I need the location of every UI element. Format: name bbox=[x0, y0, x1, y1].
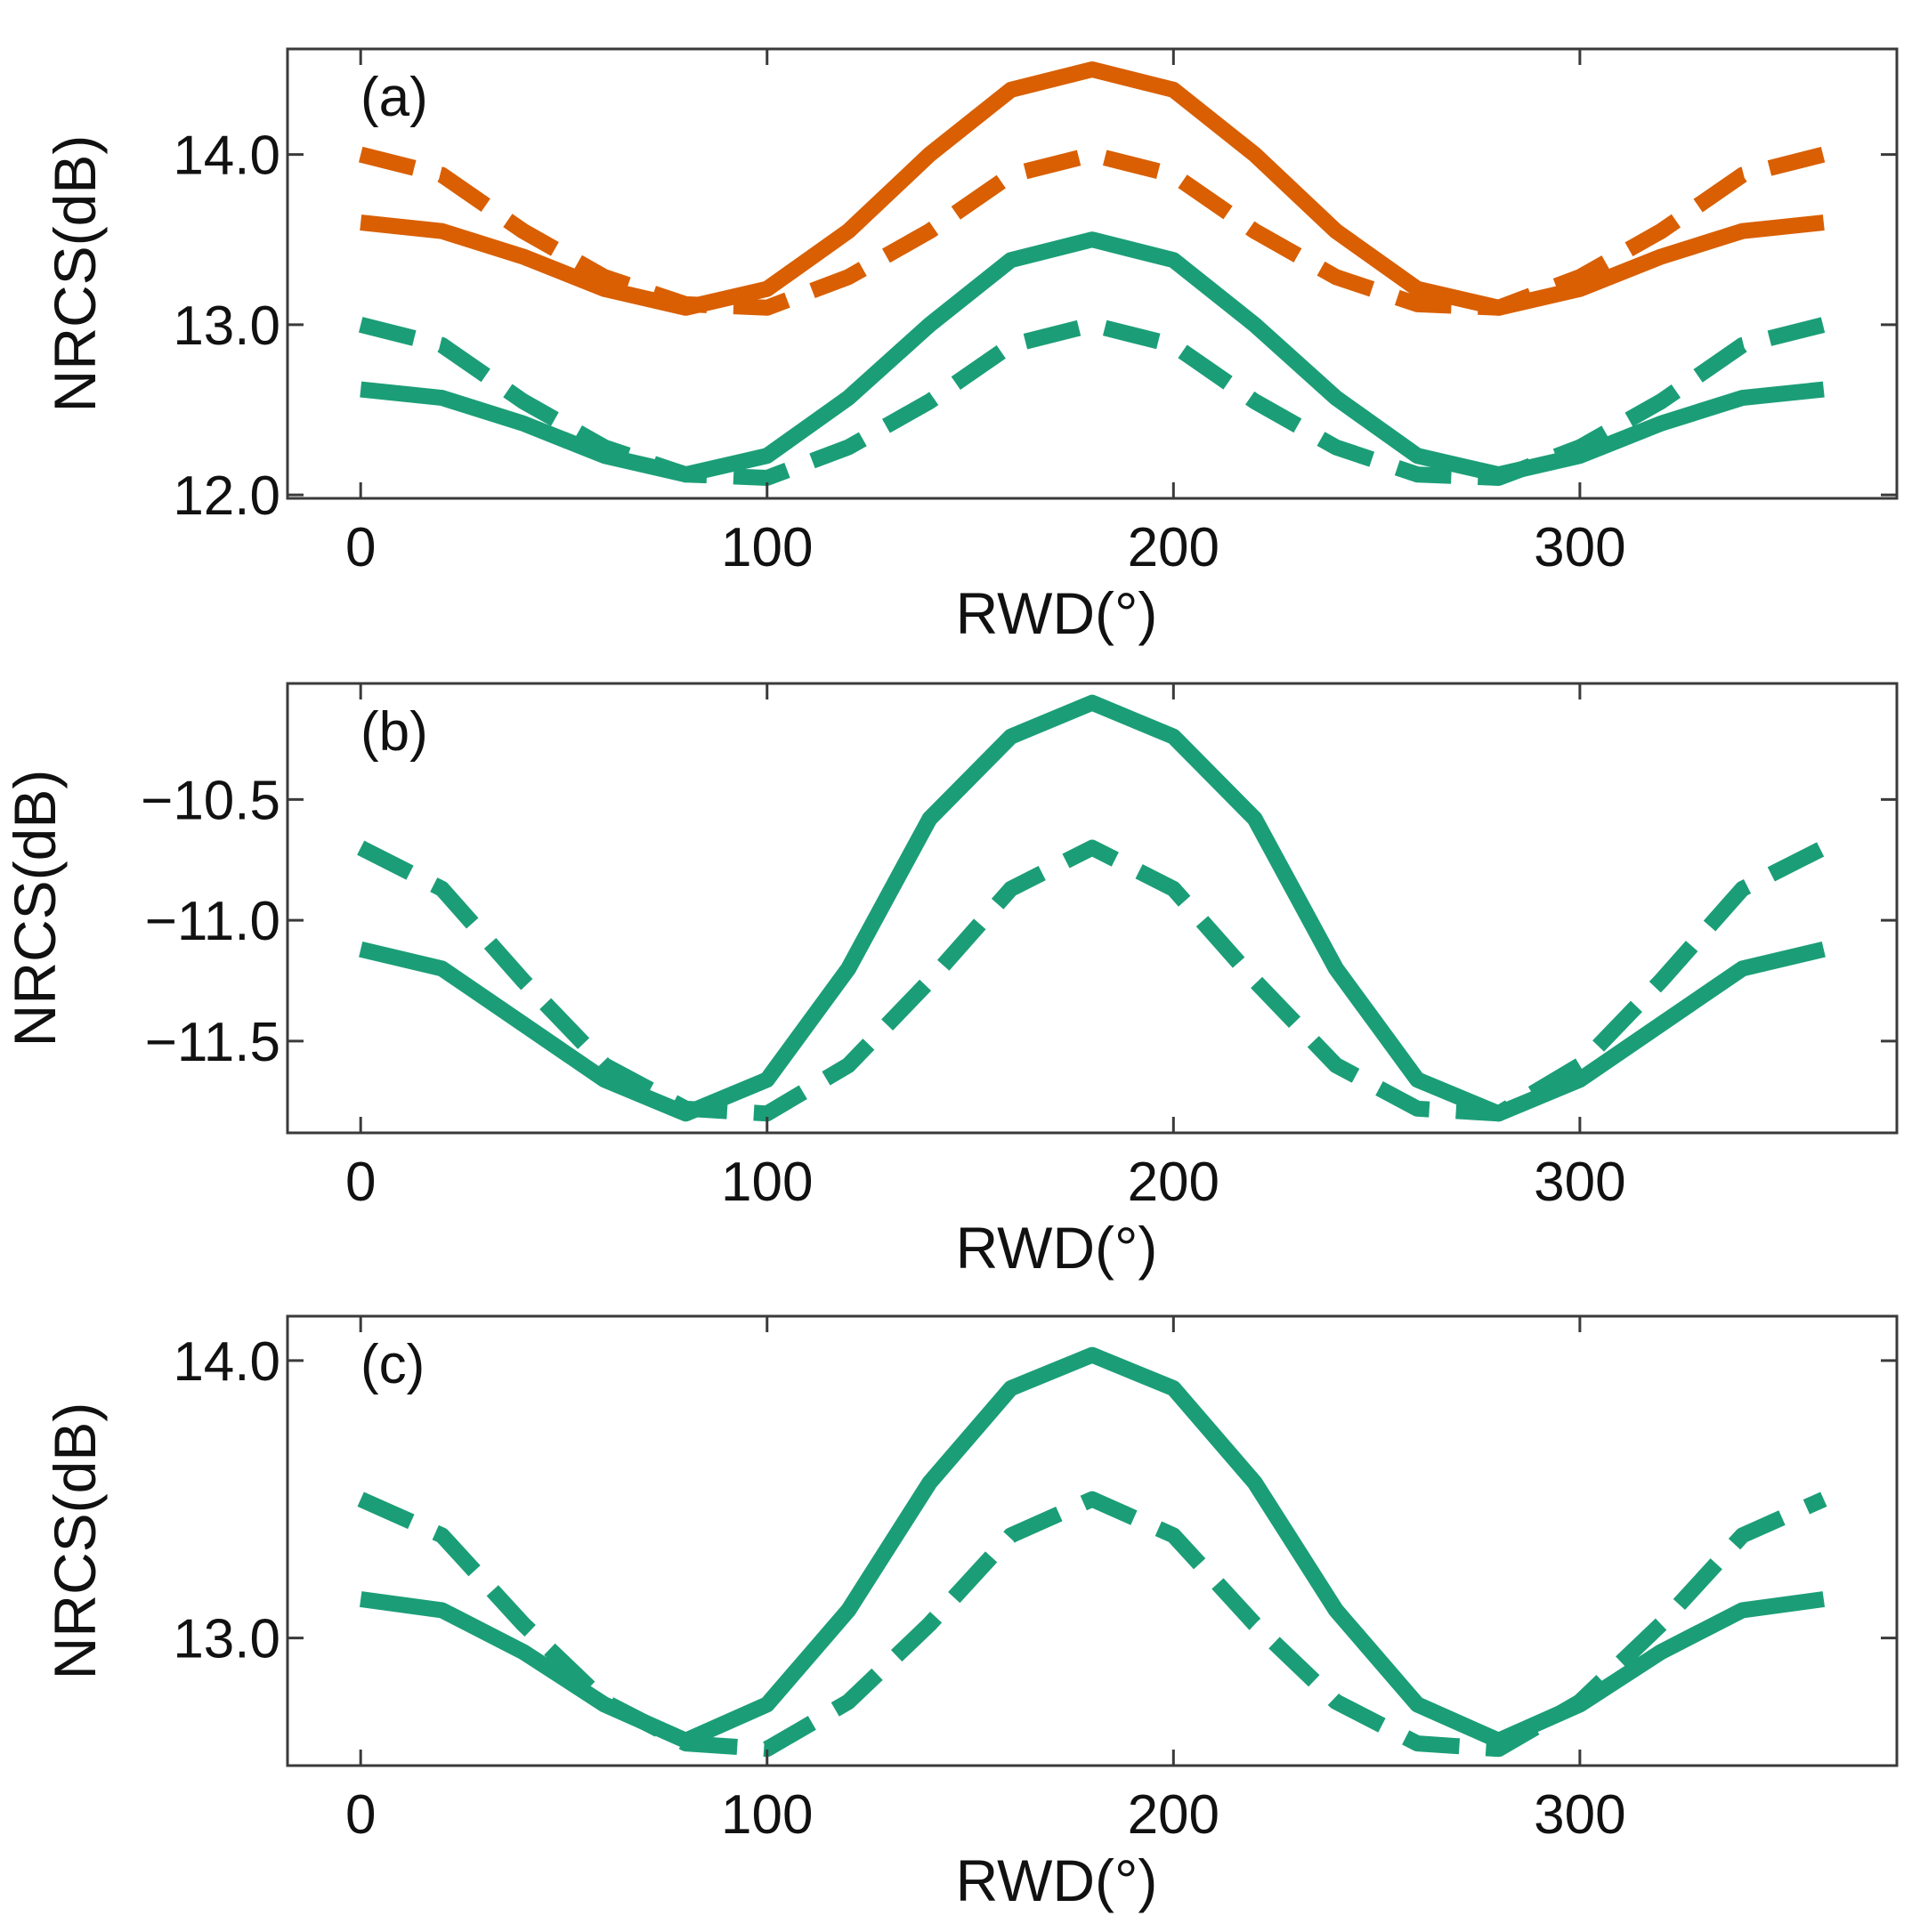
panel-b-xtick-label: 200 bbox=[1128, 1152, 1219, 1213]
panel-a-ytick-label: 13.0 bbox=[173, 295, 280, 357]
panel-a-series-orange-solid bbox=[360, 61, 1825, 316]
panel-b-label: (b) bbox=[361, 701, 428, 763]
panel-b-xtick-label: 300 bbox=[1534, 1152, 1625, 1213]
panel-c-label: (c) bbox=[361, 1334, 425, 1395]
panel-a-xtick-label: 100 bbox=[721, 517, 813, 578]
panel-c-ytick-label: 14.0 bbox=[173, 1331, 280, 1393]
panel-c-xtick-label: 200 bbox=[1128, 1784, 1219, 1846]
panel-a-plot-frame bbox=[286, 47, 1899, 500]
panel-a-ytick-label: 12.0 bbox=[173, 465, 280, 527]
panel-b-xtick-label: 100 bbox=[721, 1152, 813, 1213]
panel-b-x-axis-label: RWD(°) bbox=[956, 1215, 1158, 1281]
panel-b-ytick-label: −10.5 bbox=[141, 770, 280, 831]
panel-a-y-axis-label: NRCS(dB) bbox=[42, 135, 108, 413]
panel-c-x-axis-label: RWD(°) bbox=[956, 1847, 1158, 1913]
panel-a-xtick-label: 200 bbox=[1128, 517, 1219, 578]
panel-b-series-green-dashed bbox=[357, 839, 1827, 1122]
panel-b-plot-frame bbox=[286, 682, 1899, 1135]
panel-b-ytick-label: −11.5 bbox=[145, 1012, 280, 1073]
panel-a-series-green-dashed bbox=[359, 316, 1826, 486]
panel-c-y-axis-label: NRCS(dB) bbox=[42, 1403, 108, 1680]
panel-a-xtick-label: 300 bbox=[1534, 517, 1625, 578]
panel-c-xtick-label: 300 bbox=[1534, 1784, 1625, 1846]
panel-c-ytick-label: 13.0 bbox=[173, 1609, 280, 1670]
panel-a-label: (a) bbox=[361, 67, 428, 128]
panel-c-plot-frame bbox=[286, 1314, 1899, 1767]
panel-c-xtick-label: 100 bbox=[721, 1784, 813, 1846]
panel-b-ytick-label: −11.0 bbox=[145, 891, 280, 952]
panel-a-ytick-label: 14.0 bbox=[173, 125, 280, 187]
panel-c-xtick-label: 0 bbox=[345, 1784, 376, 1846]
panel-b-series-green-solid bbox=[359, 694, 1826, 1122]
panel-a-series-orange-dashed bbox=[359, 146, 1826, 316]
panel-a-xtick-label: 0 bbox=[345, 517, 376, 578]
panel-b-y-axis-label: NRCS(dB) bbox=[2, 770, 68, 1047]
panel-c-series-green-dashed bbox=[357, 1491, 1827, 1758]
panel-b-xtick-label: 0 bbox=[345, 1152, 376, 1213]
panel-a-x-axis-label: RWD(°) bbox=[956, 580, 1158, 646]
